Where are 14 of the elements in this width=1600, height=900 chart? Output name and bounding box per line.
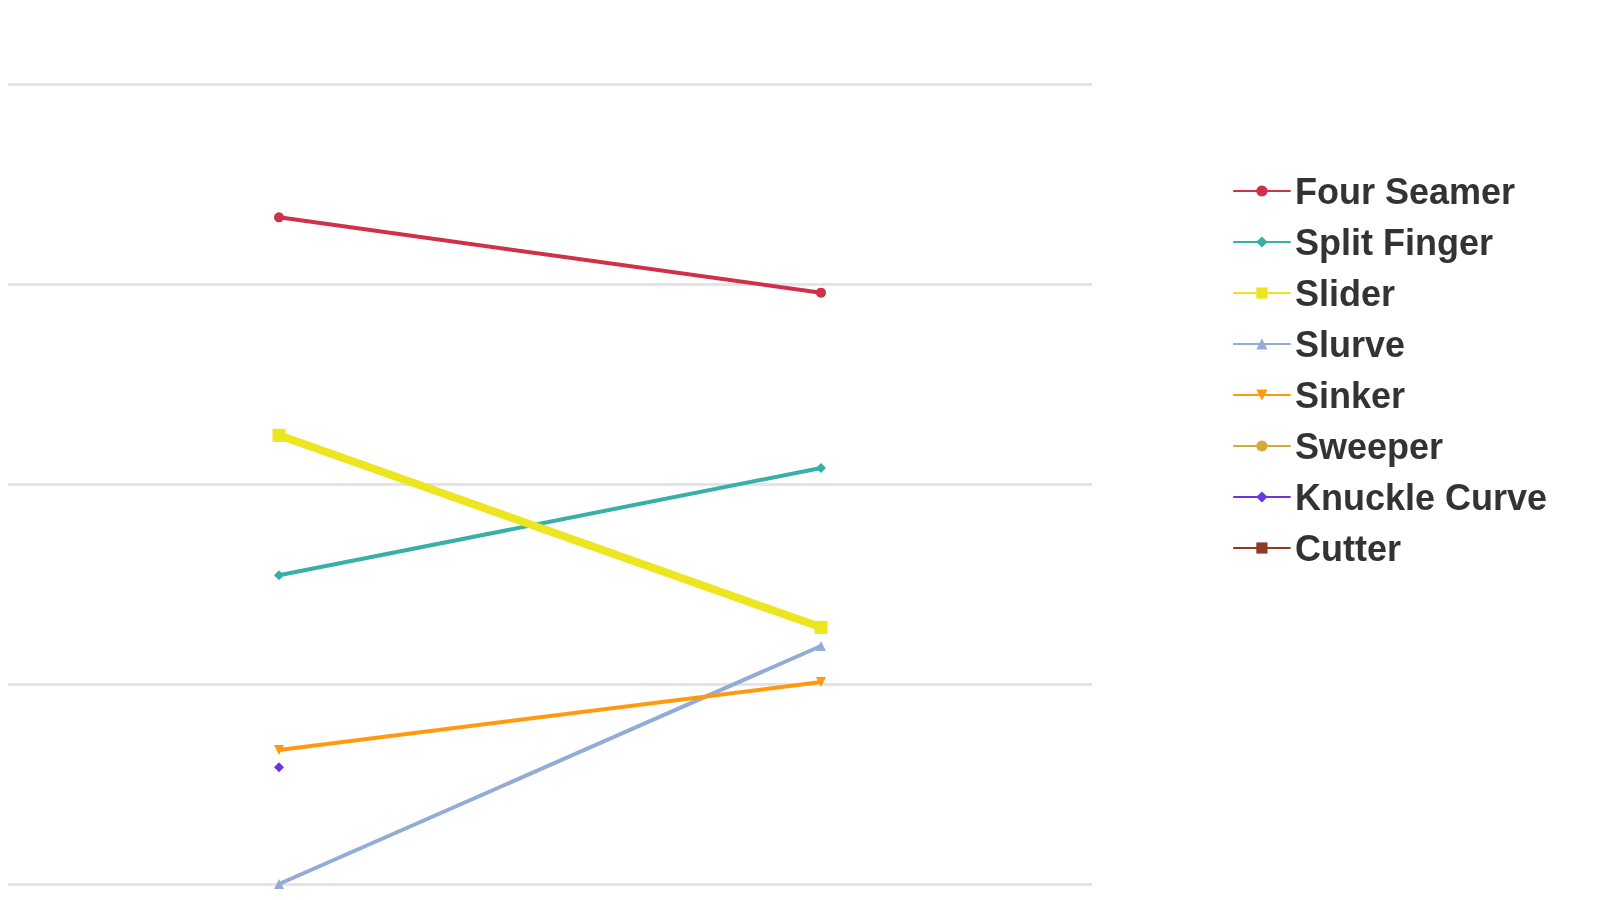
- legend-label: Four Seamer: [1294, 170, 1515, 212]
- legend-label: Split Finger: [1294, 221, 1493, 263]
- legend-label: Knuckle Curve: [1294, 476, 1548, 518]
- legend-label: Sweeper: [1294, 425, 1443, 467]
- point: [814, 620, 828, 634]
- legend-label: Slurve: [1294, 323, 1405, 365]
- point: [272, 428, 286, 442]
- legend-label: Sinker: [1294, 374, 1405, 416]
- legend-label: Cutter: [1294, 527, 1401, 569]
- point: [274, 212, 284, 223]
- point: [274, 570, 284, 581]
- point: [816, 463, 826, 473]
- legend-label: Slider: [1294, 272, 1395, 314]
- point: [816, 287, 826, 298]
